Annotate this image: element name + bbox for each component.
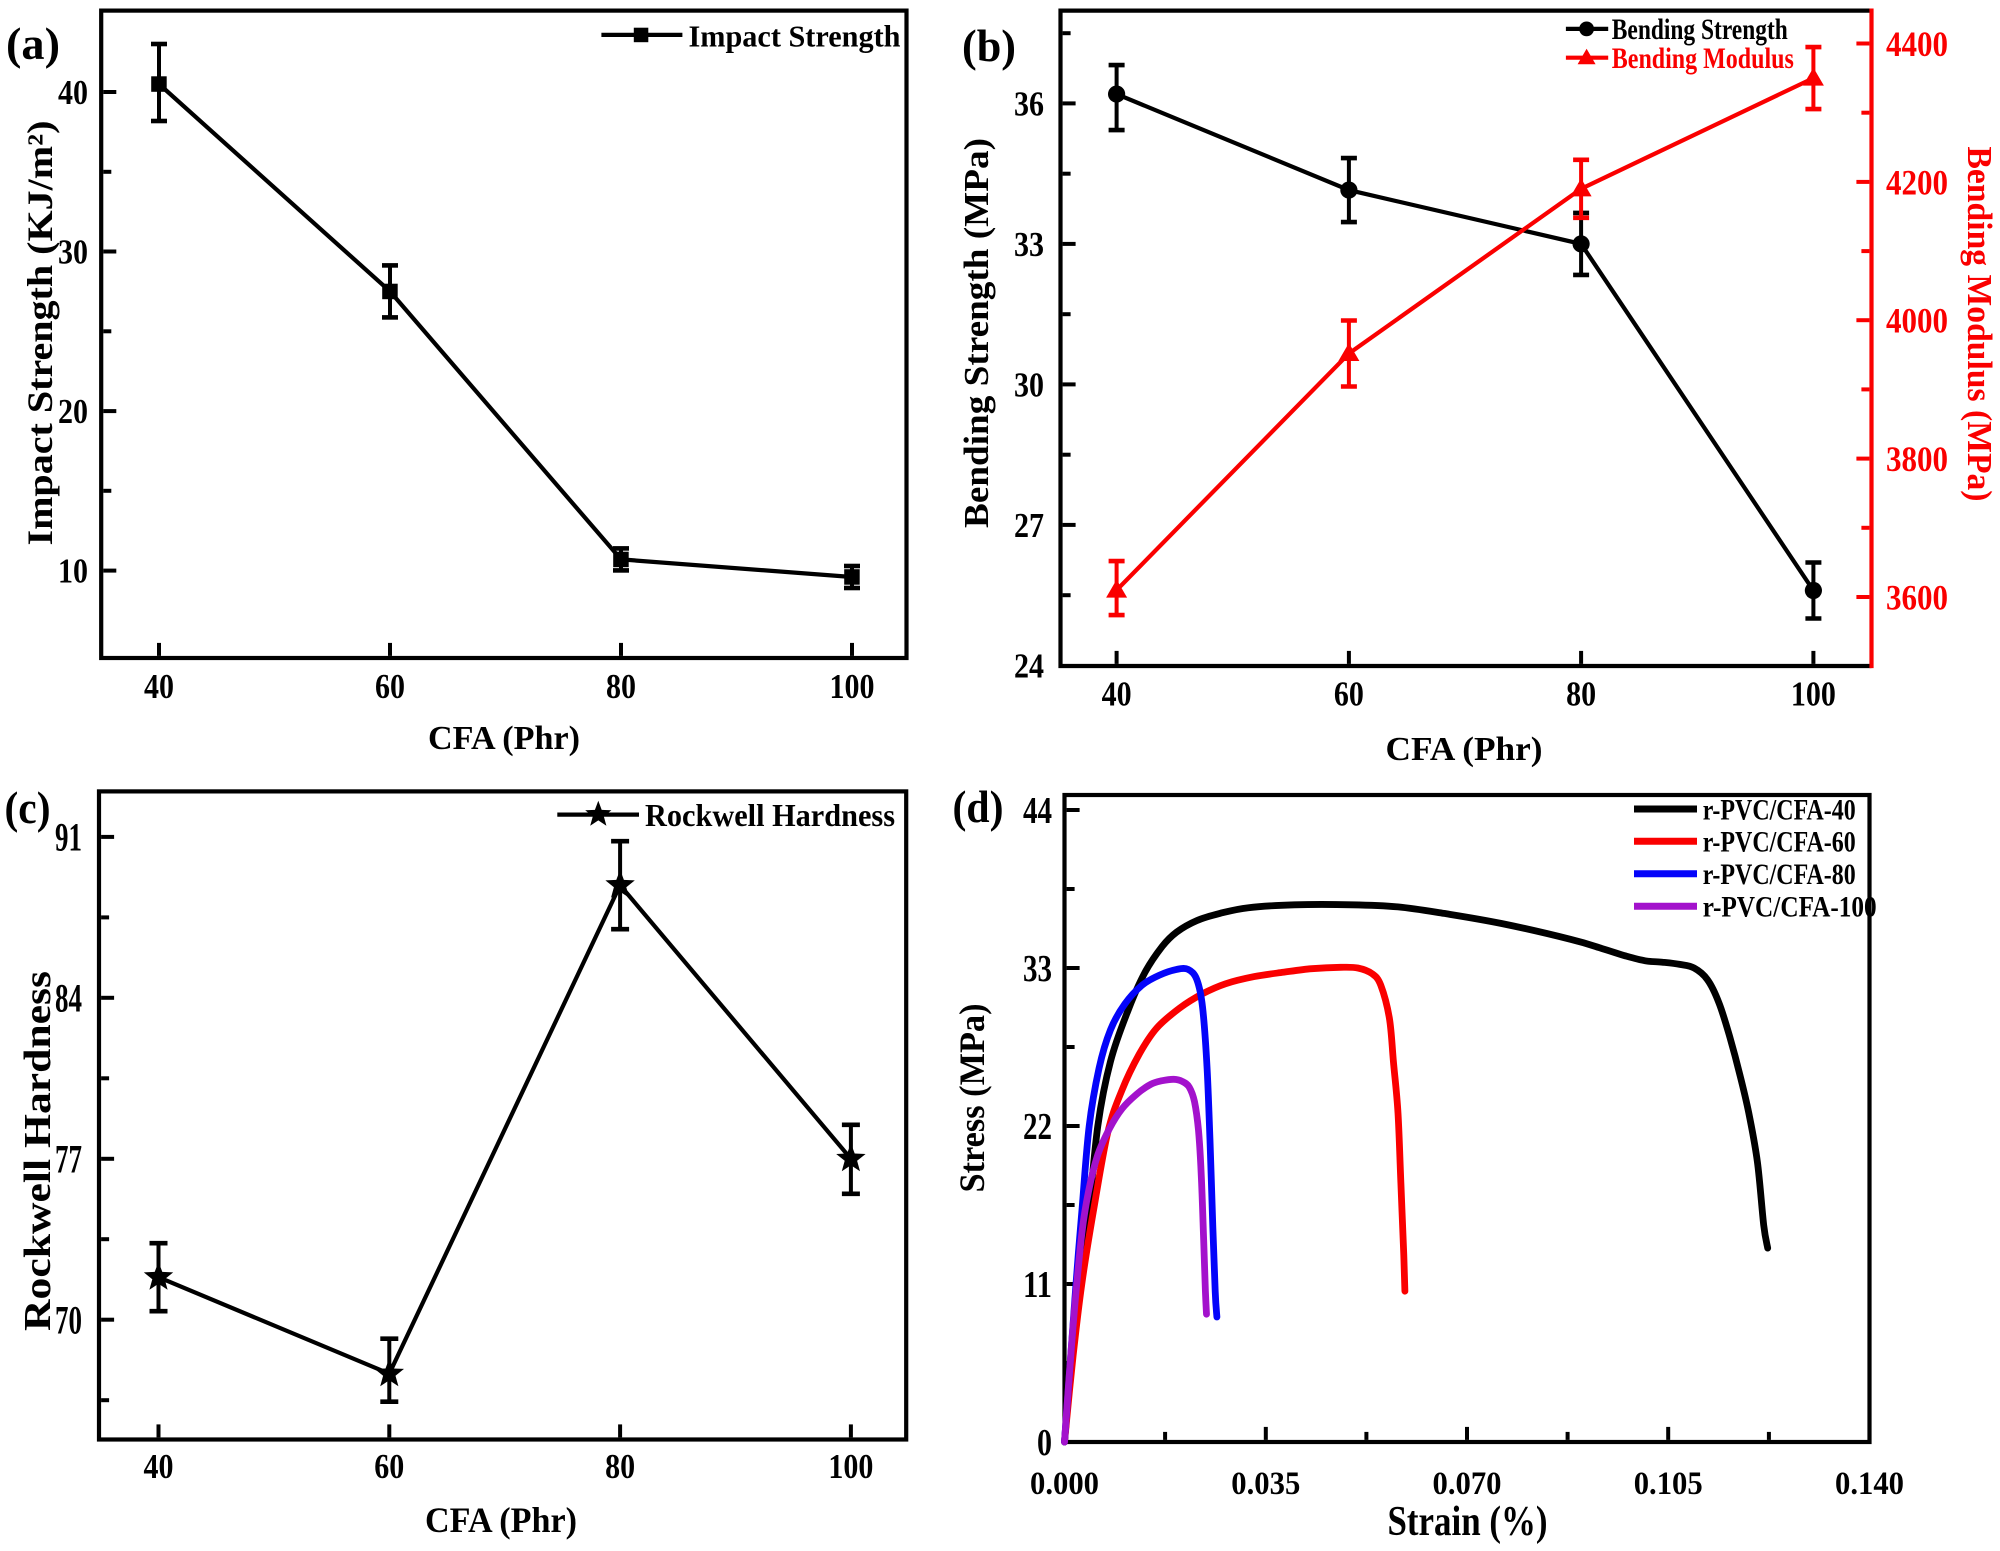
- svg-text:(b): (b): [962, 20, 1016, 71]
- svg-text:100: 100: [828, 1447, 873, 1486]
- svg-text:4400: 4400: [1886, 24, 1948, 64]
- svg-text:40: 40: [144, 667, 174, 706]
- svg-text:22: 22: [1023, 1106, 1052, 1148]
- svg-text:27: 27: [1014, 506, 1044, 545]
- svg-text:Bending Modulus (MPa): Bending Modulus (MPa): [1960, 147, 1999, 502]
- svg-text:80: 80: [606, 667, 636, 706]
- svg-text:CFA (Phr): CFA (Phr): [1386, 731, 1543, 768]
- svg-text:3600: 3600: [1886, 577, 1948, 617]
- svg-text:100: 100: [830, 667, 875, 706]
- svg-text:36: 36: [1014, 85, 1044, 124]
- svg-text:r-PVC/CFA-40: r-PVC/CFA-40: [1703, 793, 1856, 826]
- svg-text:(c): (c): [5, 782, 51, 833]
- svg-text:0: 0: [1037, 1422, 1052, 1464]
- svg-text:(a): (a): [6, 18, 60, 69]
- svg-text:100: 100: [1791, 675, 1836, 714]
- svg-text:Impact Strength (KJ/m²): Impact Strength (KJ/m²): [20, 121, 60, 546]
- svg-text:0.140: 0.140: [1835, 1466, 1904, 1502]
- svg-text:Impact Strength: Impact Strength: [689, 19, 901, 54]
- svg-text:r-PVC/CFA-60: r-PVC/CFA-60: [1703, 826, 1856, 859]
- svg-text:4000: 4000: [1886, 301, 1948, 341]
- svg-text:Strain (%): Strain (%): [1388, 1499, 1548, 1545]
- svg-text:77: 77: [55, 1137, 82, 1182]
- svg-text:0.000: 0.000: [1030, 1466, 1099, 1502]
- svg-text:44: 44: [1023, 790, 1052, 832]
- svg-text:80: 80: [605, 1447, 635, 1486]
- svg-text:r-PVC/CFA-80: r-PVC/CFA-80: [1703, 858, 1856, 891]
- svg-text:33: 33: [1014, 225, 1044, 264]
- svg-text:Bending Modulus: Bending Modulus: [1612, 42, 1794, 75]
- svg-text:CFA (Phr): CFA (Phr): [425, 1500, 577, 1540]
- svg-text:33: 33: [1023, 948, 1052, 990]
- svg-text:CFA (Phr): CFA (Phr): [428, 720, 580, 757]
- svg-text:10: 10: [58, 552, 88, 591]
- svg-text:30: 30: [1014, 366, 1044, 405]
- svg-text:Stress (MPa): Stress (MPa): [952, 1004, 992, 1193]
- svg-text:30: 30: [58, 233, 88, 272]
- svg-text:Rockwell Hardness: Rockwell Hardness: [645, 797, 895, 833]
- svg-text:11: 11: [1023, 1264, 1052, 1306]
- svg-text:4200: 4200: [1886, 162, 1948, 202]
- svg-text:24: 24: [1014, 647, 1044, 686]
- svg-text:60: 60: [374, 1447, 404, 1486]
- svg-text:(d): (d): [953, 781, 1004, 832]
- svg-text:60: 60: [1334, 675, 1364, 714]
- svg-text:70: 70: [55, 1298, 82, 1343]
- svg-text:84: 84: [55, 976, 82, 1021]
- svg-text:0.105: 0.105: [1634, 1466, 1703, 1502]
- svg-text:60: 60: [375, 667, 405, 706]
- svg-text:0.070: 0.070: [1433, 1466, 1502, 1502]
- svg-text:3800: 3800: [1886, 439, 1948, 479]
- svg-text:Bending Strength (MPa): Bending Strength (MPa): [957, 138, 996, 528]
- svg-text:Bending Strength: Bending Strength: [1612, 13, 1788, 46]
- svg-text:40: 40: [144, 1447, 174, 1486]
- svg-text:91: 91: [55, 815, 82, 860]
- svg-text:80: 80: [1566, 675, 1596, 714]
- svg-text:r-PVC/CFA-100: r-PVC/CFA-100: [1703, 891, 1877, 924]
- svg-text:20: 20: [58, 392, 88, 431]
- svg-text:Rockwell Hardness: Rockwell Hardness: [17, 971, 59, 1331]
- svg-text:40: 40: [58, 73, 88, 112]
- svg-text:40: 40: [1102, 675, 1132, 714]
- svg-text:0.035: 0.035: [1231, 1466, 1300, 1502]
